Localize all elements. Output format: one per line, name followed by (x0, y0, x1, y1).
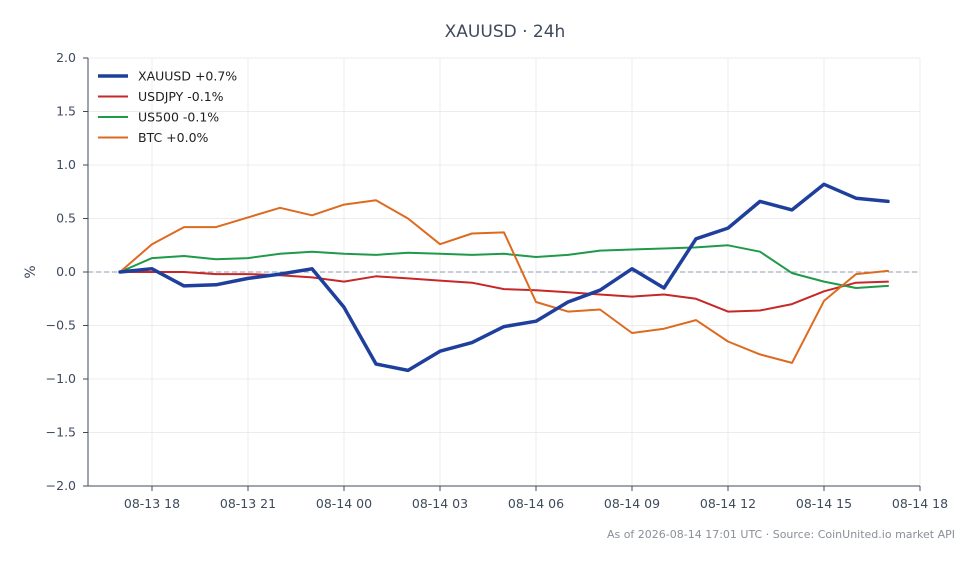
y-tick-label: −1.0 (46, 371, 76, 386)
legend: XAUUSD +0.7% USDJPY -0.1% US500 -0.1% BTC +… (98, 69, 237, 145)
series-line-0 (118, 182, 890, 373)
y-tick-label: 1.0 (56, 157, 76, 172)
legend-label: US500 -0.1% (138, 110, 219, 125)
x-tick-label: 08-13 21 (220, 496, 276, 511)
y-tick-label: −2.0 (46, 478, 76, 493)
legend-label: XAUUSD +0.7% (138, 69, 237, 84)
chart-title: XAUUSD · 24h (445, 22, 566, 42)
x-tick-label: 08-13 18 (124, 496, 180, 511)
series-line-1 (119, 271, 889, 313)
x-tick-label: 08-14 18 (892, 496, 948, 511)
x-tick-label: 08-14 06 (508, 496, 564, 511)
y-tick-label: 0.5 (56, 211, 76, 226)
y-tick-label: 2.0 (56, 50, 76, 65)
y-tick-label: 0.0 (56, 264, 76, 279)
x-tick-label: 08-14 03 (412, 496, 468, 511)
y-tick-label: 1.5 (56, 104, 76, 119)
x-tick-label: 08-14 00 (316, 496, 372, 511)
axes: 2.0 1.5 1.0 0.5 0.0 −0.5 −1.0 −1.5 −2.0 08-13 18 0… (46, 50, 949, 511)
series-layer (118, 182, 890, 373)
series-line-2 (119, 244, 889, 289)
source-footer: As of 2026-08-14 17:01 UTC · Source: Coi… (607, 528, 955, 541)
legend-label: BTC +0.0% (138, 130, 209, 145)
x-tick-label: 08-14 12 (700, 496, 756, 511)
y-tick-label: −1.5 (46, 425, 76, 440)
legend-label: USDJPY -0.1% (138, 89, 224, 104)
x-tick-label: 08-14 15 (796, 496, 852, 511)
series-line-3 (119, 199, 889, 364)
x-tick-label: 08-14 09 (604, 496, 660, 511)
y-axis-label: % (23, 265, 39, 278)
y-tick-label: −0.5 (46, 318, 76, 333)
